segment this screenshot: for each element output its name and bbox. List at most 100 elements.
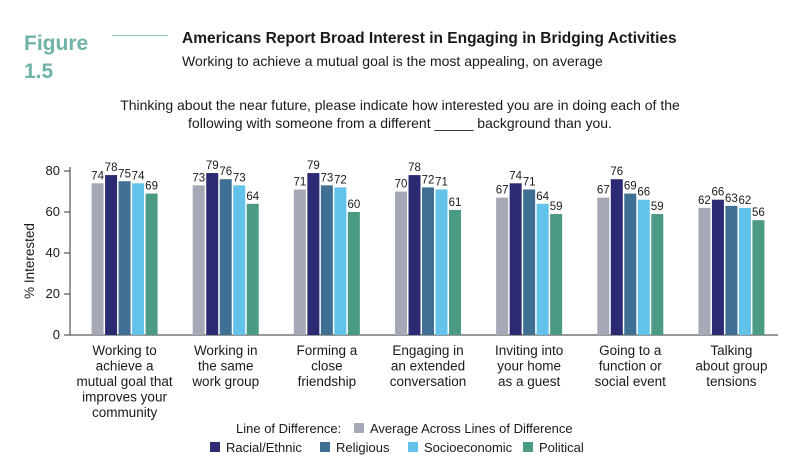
category-label: Working in the same work group bbox=[191, 343, 259, 389]
bar-value-label: 69 bbox=[624, 181, 637, 193]
category-label-line: your home bbox=[497, 359, 561, 374]
bar-value-label: 72 bbox=[334, 174, 347, 186]
category-label: Inviting into your home as a guest bbox=[495, 343, 563, 389]
bar bbox=[711, 199, 724, 335]
bar-value-label: 74 bbox=[509, 170, 522, 182]
bar-value-label: 61 bbox=[449, 197, 462, 209]
legend-label: Socioeconomic bbox=[424, 440, 513, 455]
legend-swatch bbox=[408, 442, 418, 452]
figure-word: Figure bbox=[24, 32, 89, 55]
category-label-line: function or bbox=[599, 359, 663, 374]
bar bbox=[293, 189, 306, 335]
question-line-1: Thinking about the near future, please i… bbox=[120, 97, 680, 113]
bar bbox=[536, 203, 549, 335]
bar-value-label: 73 bbox=[233, 172, 246, 184]
category-label-line: about group bbox=[695, 359, 767, 374]
y-tick-label: 0 bbox=[53, 327, 60, 342]
category-label-line: conversation bbox=[390, 374, 467, 389]
bar bbox=[347, 212, 360, 335]
category-label-line: work group bbox=[191, 374, 259, 389]
legend-swatch bbox=[523, 442, 533, 452]
bar-value-label: 62 bbox=[698, 195, 711, 207]
bar bbox=[132, 183, 145, 335]
bar-value-label: 79 bbox=[307, 160, 320, 172]
bar bbox=[395, 191, 407, 335]
legend-label: Religious bbox=[336, 440, 390, 455]
y-tick-label: 60 bbox=[46, 204, 60, 219]
category-label: Working to achieve a mutual goal that impro… bbox=[77, 343, 173, 420]
bar-value-label: 59 bbox=[651, 201, 664, 213]
category-label-line: Inviting into bbox=[495, 343, 563, 358]
survey-question: Thinking about the near future, please i… bbox=[80, 96, 720, 132]
category-label: Forming a close friendship bbox=[296, 343, 357, 389]
bar-value-label: 71 bbox=[293, 176, 306, 188]
bar-value-label: 71 bbox=[435, 176, 448, 188]
bar-value-label: 74 bbox=[132, 170, 145, 182]
bar bbox=[523, 189, 536, 335]
category-label-line: friendship bbox=[298, 374, 357, 389]
category-label: Engaging in an extended conversation bbox=[390, 343, 467, 389]
category-label-line: the same bbox=[198, 359, 254, 374]
category-label-line: an extended bbox=[391, 359, 465, 374]
category-label-line: Forming a bbox=[296, 343, 357, 358]
bar-value-label: 74 bbox=[91, 170, 104, 182]
bar-value-label: 63 bbox=[725, 193, 738, 205]
chart-subtitle: Working to achieve a mutual goal is the … bbox=[182, 53, 603, 69]
bar bbox=[624, 193, 637, 335]
bar bbox=[192, 185, 205, 335]
bar bbox=[145, 193, 158, 335]
bar-value-label: 70 bbox=[395, 179, 408, 191]
bar bbox=[449, 209, 461, 335]
bar bbox=[320, 185, 333, 335]
bar bbox=[422, 187, 434, 335]
bar-value-label: 75 bbox=[118, 168, 131, 180]
bar-value-label: 76 bbox=[219, 166, 232, 178]
bar-value-label: 73 bbox=[192, 172, 205, 184]
category-label-line: as a guest bbox=[498, 374, 561, 389]
bar bbox=[91, 183, 104, 335]
category-label-line: Working to bbox=[92, 343, 156, 358]
bar bbox=[752, 220, 765, 335]
bar bbox=[307, 173, 320, 335]
bar bbox=[246, 203, 259, 335]
bar-value-label: 76 bbox=[610, 166, 623, 178]
chart-title: Americans Report Broad Interest in Engag… bbox=[182, 30, 677, 47]
category-label-line: Working in bbox=[194, 343, 258, 358]
bar-value-label: 56 bbox=[752, 207, 765, 219]
category-label-line: mutual goal that bbox=[77, 374, 173, 389]
bar bbox=[435, 189, 448, 335]
bar bbox=[233, 185, 246, 335]
legend-swatch bbox=[320, 442, 330, 452]
category-label-line: achieve a bbox=[96, 359, 154, 374]
legend-title: Line of Difference: bbox=[236, 421, 341, 436]
bar bbox=[105, 175, 118, 335]
bar bbox=[496, 197, 509, 335]
bar bbox=[738, 207, 751, 335]
bar-value-label: 64 bbox=[246, 191, 259, 203]
bar-value-label: 67 bbox=[597, 185, 610, 197]
bar-value-label: 71 bbox=[523, 176, 536, 188]
bar bbox=[219, 179, 232, 335]
category-label-line: Talking bbox=[710, 343, 752, 358]
bar-value-label: 72 bbox=[422, 174, 435, 186]
bar-value-label: 69 bbox=[145, 181, 158, 193]
bar-value-label: 59 bbox=[550, 201, 563, 213]
bar-value-label: 60 bbox=[347, 199, 360, 211]
category-label-line: close bbox=[311, 359, 343, 374]
bar bbox=[334, 187, 347, 335]
y-tick-label: 40 bbox=[46, 245, 60, 260]
category-label-line: improves your bbox=[82, 390, 167, 405]
figure-rule bbox=[112, 35, 168, 36]
legend-label: Political bbox=[539, 440, 584, 455]
y-tick-label: 80 bbox=[46, 163, 60, 178]
category-label-line: Engaging in bbox=[392, 343, 463, 358]
bar bbox=[725, 205, 738, 335]
bar bbox=[550, 214, 563, 335]
bar-value-label: 78 bbox=[408, 162, 421, 174]
bar bbox=[597, 197, 610, 335]
bar bbox=[206, 173, 219, 335]
category-label: Talking about group tensions bbox=[695, 343, 767, 389]
bar-value-label: 79 bbox=[206, 160, 219, 172]
bar-value-label: 66 bbox=[637, 187, 650, 199]
